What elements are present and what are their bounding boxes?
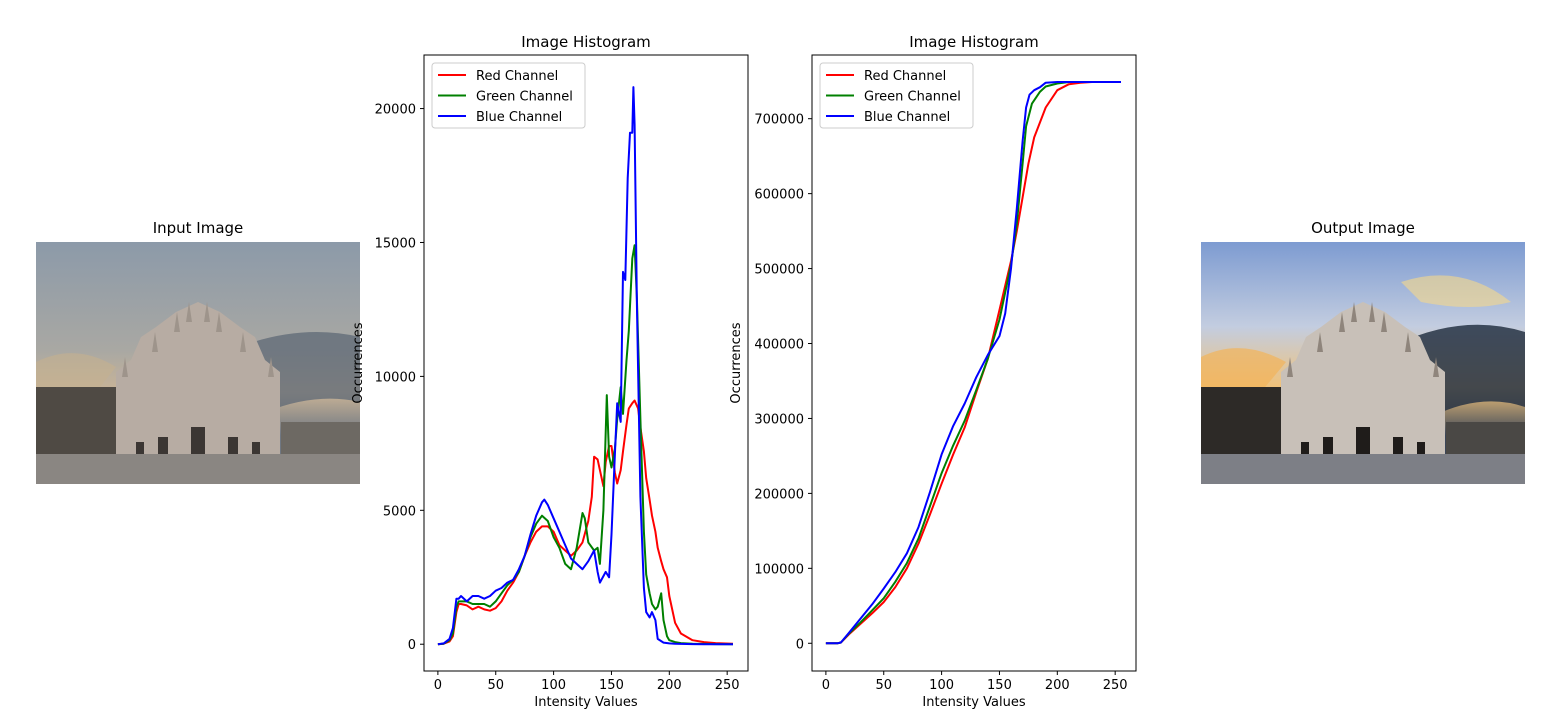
legend-label: Green Channel xyxy=(476,90,573,105)
output-image-canvas xyxy=(1201,242,1525,484)
legend-box xyxy=(819,62,974,129)
series-line-green-channel xyxy=(825,81,1121,645)
y-tick-label: 0 xyxy=(408,638,416,653)
x-tick-label: 100 xyxy=(929,678,954,693)
legend-box xyxy=(431,62,586,129)
histogram-chart-1: Image Histogram 0 50 100 150 200 250 0 5000 10000… xyxy=(351,33,749,710)
y-axis-label: Occurrences xyxy=(351,322,366,403)
y-tick-label: 600000 xyxy=(754,188,804,203)
input-plaza xyxy=(36,454,360,484)
chart-title: Image Histogram xyxy=(909,33,1039,51)
input-image-title: Input Image xyxy=(152,219,244,237)
legend-label: Red Channel xyxy=(476,69,558,84)
histogram-chart-2: Image Histogram 0 50 100 150 200 250 0 100000 200… xyxy=(729,33,1137,710)
x-tick-label: 0 xyxy=(822,678,830,693)
y-tick-label: 0 xyxy=(796,637,804,652)
series-line-red-channel xyxy=(825,81,1121,645)
y-tick-label: 100000 xyxy=(754,562,804,577)
y-axis-label: Occurrences xyxy=(729,322,744,403)
input-left-building xyxy=(36,387,116,457)
y-tick-label: 5000 xyxy=(383,504,416,519)
plot-frame xyxy=(423,54,749,672)
input-image xyxy=(36,242,360,484)
legend-label: Blue Channel xyxy=(864,110,950,125)
chart-title: Image Histogram xyxy=(521,33,651,51)
y-tick-label: 300000 xyxy=(754,412,804,427)
output-left-building xyxy=(1201,387,1281,457)
series-line-green-channel xyxy=(437,244,734,646)
x-tick-label: 0 xyxy=(434,678,442,693)
x-tick-label: 150 xyxy=(599,678,624,693)
legend-label: Blue Channel xyxy=(476,110,562,125)
x-tick-label: 250 xyxy=(715,678,740,693)
input-image-canvas xyxy=(36,242,360,484)
y-tick-label: 20000 xyxy=(375,103,416,118)
y-tick-label: 200000 xyxy=(754,487,804,502)
y-tick-label: 500000 xyxy=(754,263,804,278)
x-tick-label: 150 xyxy=(987,678,1012,693)
y-tick-label: 10000 xyxy=(375,370,416,385)
input-cathedral xyxy=(116,302,280,457)
x-tick-label: 100 xyxy=(541,678,566,693)
series-line-red-channel xyxy=(437,399,734,646)
x-tick-label: 250 xyxy=(1103,678,1128,693)
x-tick-label: 200 xyxy=(657,678,682,693)
y-tick-label: 400000 xyxy=(754,338,804,353)
x-axis-label: Intensity Values xyxy=(534,695,637,710)
legend-label: Red Channel xyxy=(864,69,946,84)
output-cathedral xyxy=(1281,302,1445,457)
output-right-building xyxy=(1446,422,1525,457)
output-image xyxy=(1201,242,1525,484)
series-line-blue-channel xyxy=(825,81,1121,645)
input-right-building xyxy=(281,422,360,457)
legend-label: Green Channel xyxy=(864,90,961,105)
y-tick-label: 15000 xyxy=(375,236,416,251)
y-tick-label: 700000 xyxy=(754,113,804,128)
output-plaza xyxy=(1201,454,1525,484)
x-tick-label: 200 xyxy=(1045,678,1070,693)
output-image-title: Output Image xyxy=(1311,219,1415,237)
x-tick-label: 50 xyxy=(487,678,504,693)
x-tick-label: 50 xyxy=(875,678,892,693)
series-line-blue-channel xyxy=(437,86,733,646)
x-axis-label: Intensity Values xyxy=(922,695,1025,710)
plot-frame xyxy=(811,54,1137,672)
